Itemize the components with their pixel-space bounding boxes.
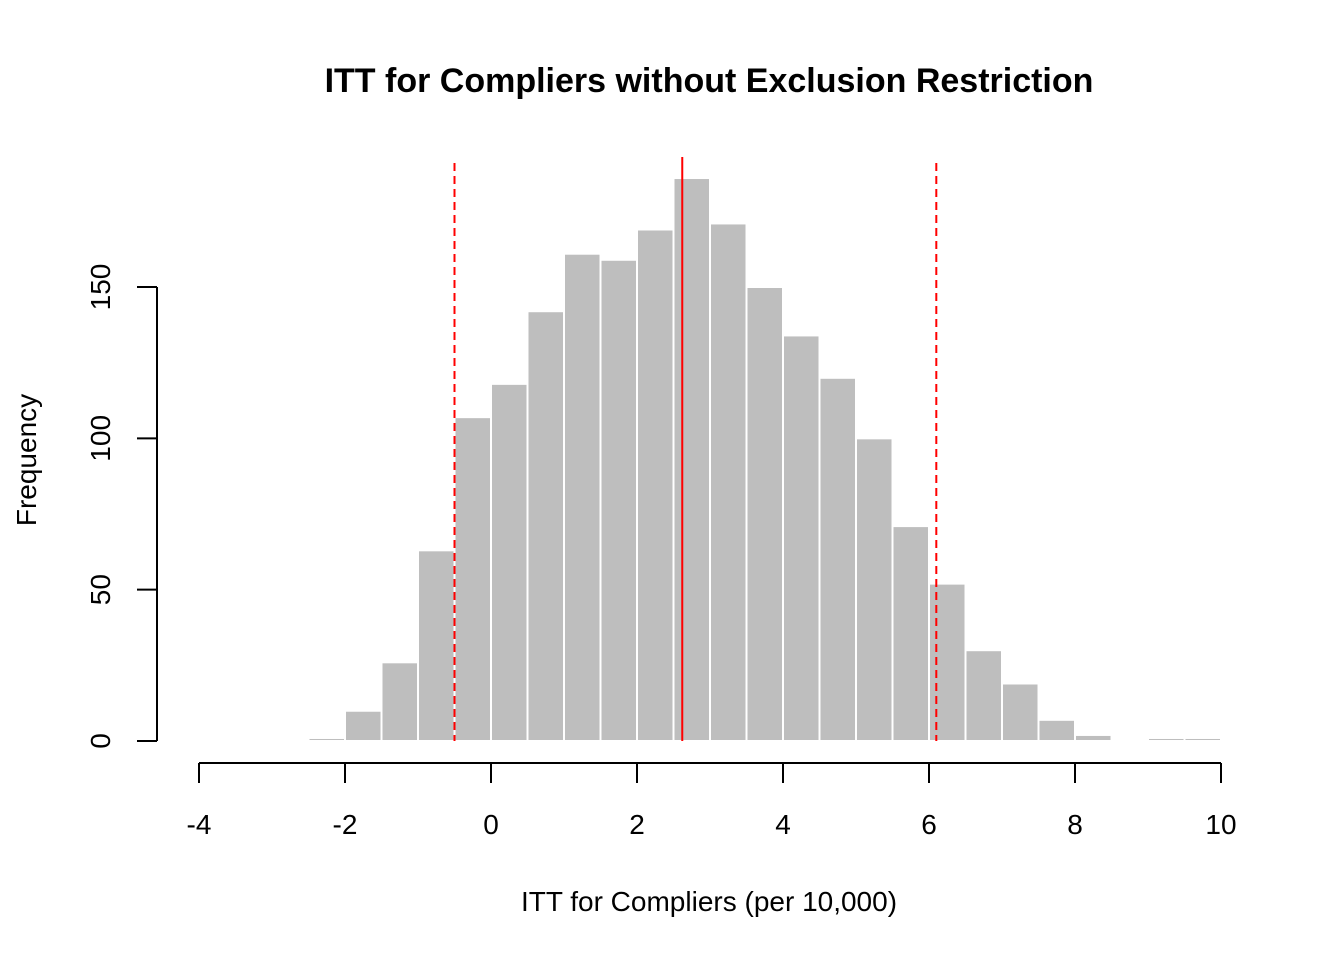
y-axis-label: Frequency [11, 394, 42, 526]
y-tick-label: 150 [85, 264, 116, 311]
histogram-bar [1074, 733, 1113, 742]
y-tick-label: 100 [85, 415, 116, 462]
histogram-bar [563, 252, 602, 742]
x-axis: -4 -2 0 2 4 6 8 10 [187, 762, 1237, 840]
histogram-bar [1037, 718, 1076, 743]
histogram-bar [636, 228, 675, 742]
x-tick-label: 10 [1205, 809, 1236, 840]
histogram-bar [307, 736, 346, 742]
x-tick-label: 6 [921, 809, 937, 840]
x-axis-label: ITT for Compliers (per 10,000) [521, 886, 897, 917]
histogram-bar [1001, 682, 1040, 743]
x-tick-label: 4 [775, 809, 791, 840]
histogram-bar [453, 416, 492, 742]
histogram-bar [782, 334, 821, 742]
histogram-bar [964, 649, 1003, 743]
histogram-bar [1147, 736, 1186, 742]
x-tick-label: -4 [187, 809, 212, 840]
histogram-bar [526, 310, 565, 742]
histogram-bar [599, 258, 638, 742]
histogram-bar [1183, 736, 1222, 742]
x-tick-label: 0 [483, 809, 499, 840]
histogram-bar [928, 582, 967, 743]
histogram-bar [891, 525, 930, 743]
reference-lines [453, 157, 938, 741]
x-tick-label: 8 [1067, 809, 1083, 840]
y-tick-label: 0 [85, 733, 116, 749]
histogram-bar [344, 709, 383, 743]
x-tick-label: -2 [333, 809, 358, 840]
histogram-bar [672, 177, 711, 743]
histogram-bar [490, 382, 529, 742]
histogram-bar [818, 376, 857, 742]
histogram-bar [380, 661, 419, 742]
x-tick-label: 2 [629, 809, 645, 840]
y-tick-label: 50 [85, 574, 116, 605]
histogram-bar [855, 437, 894, 742]
histogram-bar [709, 222, 748, 742]
y-axis: 0 50 100 150 [85, 264, 158, 749]
histogram-bar [417, 549, 456, 742]
chart-title: ITT for Compliers without Exclusion Rest… [325, 62, 1094, 100]
histogram-bar [745, 286, 784, 742]
histogram-bars [307, 177, 1222, 743]
